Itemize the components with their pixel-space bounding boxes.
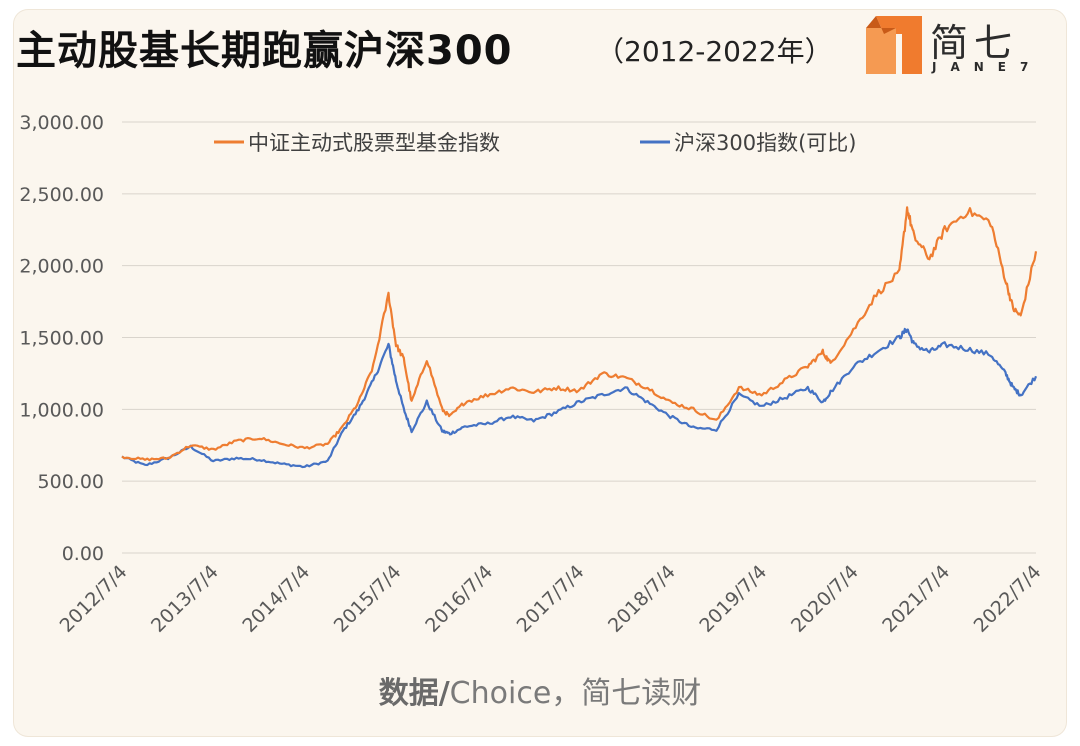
logo-text: 简七 [930, 21, 1019, 65]
x-tick-label: 2018/7/4 [604, 561, 680, 637]
y-tick-label: 500.00 [38, 471, 104, 493]
x-tick-label: 2016/7/4 [421, 561, 497, 637]
data-source: 数据/Choice，简七读财 [0, 668, 1080, 712]
x-tick-label: 2015/7/4 [330, 561, 406, 637]
legend-label: 沪深300指数(可比) [674, 131, 856, 155]
x-tick-label: 2012/7/4 [56, 561, 132, 637]
y-tick-label: 1,500.00 [19, 328, 104, 350]
x-tick-label: 2022/7/4 [970, 561, 1046, 637]
series-line [121, 327, 1038, 469]
chart-subtitle: （2012-2022年） [596, 35, 833, 68]
x-tick-label: 2017/7/4 [513, 561, 589, 637]
x-tick-label: 2013/7/4 [147, 561, 223, 637]
brand-logo: 简七 JANE7 [862, 10, 1032, 82]
chart-title: 主动股基长期跑赢沪深300 [16, 28, 513, 74]
x-tick-label: 2021/7/4 [878, 561, 954, 637]
x-tick-label: 2020/7/4 [787, 561, 863, 637]
y-tick-label: 2,500.00 [19, 184, 104, 206]
logo-subtext: JANE7 [932, 60, 1043, 74]
y-tick-label: 0.00 [62, 543, 104, 565]
chart-card [14, 10, 1066, 736]
source-prefix: 数据/ [378, 676, 450, 711]
x-tick-label: 2014/7/4 [238, 561, 314, 637]
y-tick-label: 1,000.00 [19, 399, 104, 421]
x-tick-label: 2019/7/4 [695, 561, 771, 637]
series-line [121, 206, 1038, 462]
logo-mark-icon [866, 16, 922, 74]
source-text: Choice，简七读财 [449, 676, 702, 711]
legend-label: 中证主动式股票型基金指数 [248, 131, 500, 155]
y-tick-label: 3,000.00 [19, 112, 104, 134]
y-tick-label: 2,000.00 [19, 256, 104, 278]
